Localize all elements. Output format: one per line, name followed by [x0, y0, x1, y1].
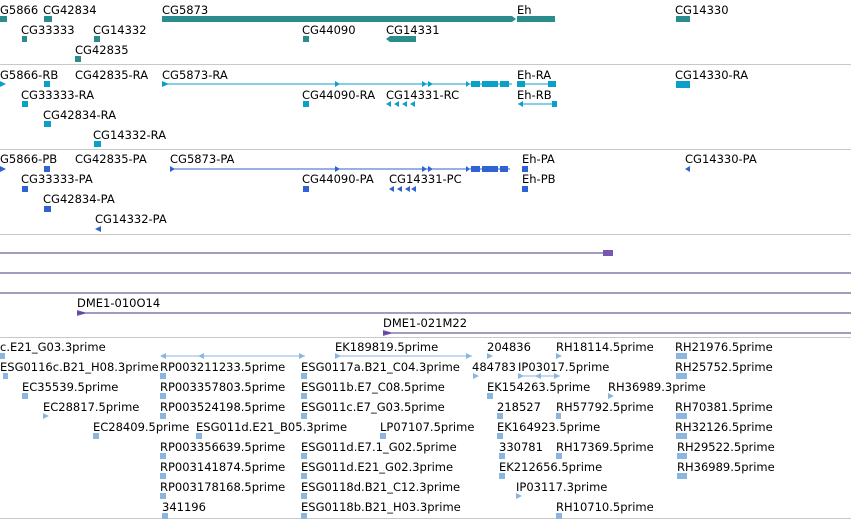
transcript-ra-label[interactable]: CG14330-RA	[675, 68, 749, 82]
transcript-ra-label[interactable]: G5866-RB	[0, 68, 59, 82]
est-label[interactable]: ESG0118d.B21_C12.3prime	[301, 480, 461, 494]
transcript-pa-label[interactable]: CG14331-PC	[389, 172, 462, 186]
transcript-pa-label[interactable]: CG5873-PA	[170, 152, 235, 166]
est-label[interactable]: 204836	[487, 340, 531, 354]
transcript-pa-label[interactable]: Eh-PA	[522, 152, 555, 166]
est-label[interactable]: 484783	[472, 360, 516, 374]
track-separator	[0, 64, 851, 65]
transcript-ra-label[interactable]: CG42835-RA	[75, 68, 149, 82]
transcript-pa-label[interactable]: Eh-PB	[522, 172, 556, 186]
est-label[interactable]: RP003524198.5prime	[160, 400, 286, 414]
est-label[interactable]: ESG011d.E21_B05.3prime	[196, 420, 348, 434]
est-label[interactable]: ESG011b.E7_C08.5prime	[301, 380, 445, 394]
est-label[interactable]: c.E21_G03.3prime	[0, 340, 106, 354]
est-label[interactable]: RP003356639.5prime	[160, 440, 286, 454]
est-label[interactable]: ESG011d.E21_G02.3prime	[301, 460, 454, 474]
est-label[interactable]: RH36989.5prime	[677, 460, 775, 474]
est-label[interactable]: RH21976.5prime	[675, 340, 773, 354]
est-label[interactable]: ESG0116c.B21_H08.3prime	[0, 360, 159, 374]
gene-label[interactable]: CG42834	[43, 3, 97, 17]
transcript-pa-label[interactable]: CG42834-PA	[43, 192, 115, 206]
transcript-ra-label[interactable]: CG14332-RA	[93, 128, 167, 142]
est-label[interactable]: EC28409.5prime	[93, 420, 190, 434]
gene-label[interactable]: CG5873	[162, 3, 209, 17]
transcript-ra-label[interactable]: Eh-RB	[517, 88, 552, 102]
gene-label[interactable]: CG14330	[675, 3, 729, 17]
transcript-pa-label[interactable]: CG14330-PA	[685, 152, 757, 166]
est-label[interactable]: 341196	[162, 500, 206, 514]
est-label[interactable]: ESG0118b.B21_H03.3prime	[301, 500, 461, 514]
est-label[interactable]: 218527	[497, 400, 541, 414]
est-features[interactable]	[0, 353, 687, 519]
est-label[interactable]: RP003357803.5prime	[160, 380, 286, 394]
gene-label[interactable]: G5866	[0, 3, 39, 17]
transcript-pa-label[interactable]: CG33333-PA	[21, 172, 93, 186]
transcript-pa-features[interactable]	[0, 166, 690, 232]
est-label[interactable]: RP003178168.5prime	[160, 480, 286, 494]
transcript-pa-label[interactable]: G5866-PB	[0, 152, 58, 166]
scaffold-lines	[0, 250, 851, 336]
track-separator	[0, 149, 851, 150]
est-label[interactable]: RH70381.5prime	[675, 400, 773, 414]
gene-label[interactable]: CG14332	[93, 23, 147, 37]
est-label[interactable]: RP003141874.5prime	[160, 460, 286, 474]
track-separator	[0, 518, 851, 519]
est-label[interactable]: 330781	[499, 440, 543, 454]
transcript-ra-label[interactable]: Eh-RA	[517, 68, 552, 82]
track-separator	[0, 337, 851, 338]
clone-label[interactable]: DME1-010O14	[77, 296, 161, 310]
clone-label[interactable]: DME1-021M22	[383, 316, 468, 330]
gene-label[interactable]: CG44090	[302, 23, 356, 37]
transcript-ra-label[interactable]: CG14331-RC	[386, 88, 460, 102]
est-label[interactable]: RH32126.5prime	[675, 420, 773, 434]
transcript-ra-label[interactable]: CG5873-RA	[162, 68, 228, 82]
est-label[interactable]: ESG011d.E7.1_G02.5prime	[301, 440, 457, 454]
est-label[interactable]: ESG0117a.B21_C04.3prime	[301, 360, 460, 374]
est-label[interactable]: EK154263.5prime	[487, 380, 591, 394]
est-label[interactable]: RH17369.5prime	[556, 440, 654, 454]
transcript-ra-label[interactable]: CG33333-RA	[21, 88, 95, 102]
est-label[interactable]: RH57792.5prime	[556, 400, 654, 414]
est-label[interactable]: RH10710.5prime	[556, 500, 654, 514]
est-label[interactable]: IP03117.3prime	[516, 480, 608, 494]
est-label[interactable]: RH25752.5prime	[675, 360, 773, 374]
est-label[interactable]: RH18114.5prime	[556, 340, 654, 354]
gene-label[interactable]: CG42835	[75, 43, 129, 57]
est-label[interactable]: EK189819.5prime	[335, 340, 439, 354]
transcript-pa-label[interactable]: CG42835-PA	[75, 152, 147, 166]
gene-features[interactable]	[0, 16, 690, 62]
transcript-pa-label[interactable]: CG44090-PA	[302, 172, 374, 186]
gene-label[interactable]: CG33333	[21, 23, 75, 37]
est-label[interactable]: IP03017.5prime	[518, 360, 610, 374]
est-label[interactable]: RH36989.3prime	[608, 380, 706, 394]
gene-label[interactable]: Eh	[517, 3, 532, 17]
est-label[interactable]: EK212656.5prime	[499, 460, 603, 474]
est-label[interactable]: RP003211233.5prime	[160, 360, 286, 374]
est-label[interactable]: LP07107.5prime	[380, 420, 475, 434]
est-label[interactable]: RH29522.5prime	[677, 440, 775, 454]
est-label[interactable]: EC28817.5prime	[43, 400, 140, 414]
gene-label[interactable]: CG14331	[386, 23, 440, 37]
est-label[interactable]: ESG011c.E7_G03.5prime	[301, 400, 445, 414]
transcript-ra-label[interactable]: CG44090-RA	[302, 88, 376, 102]
transcript-ra-label[interactable]: CG42834-RA	[43, 108, 117, 122]
transcript-ra-features[interactable]	[0, 81, 690, 147]
transcript-pa-label[interactable]: CG14332-PA	[95, 212, 167, 226]
est-label[interactable]: EC35539.5prime	[22, 380, 119, 394]
track-separator	[0, 234, 851, 235]
est-label[interactable]: EK164923.5prime	[497, 420, 601, 434]
